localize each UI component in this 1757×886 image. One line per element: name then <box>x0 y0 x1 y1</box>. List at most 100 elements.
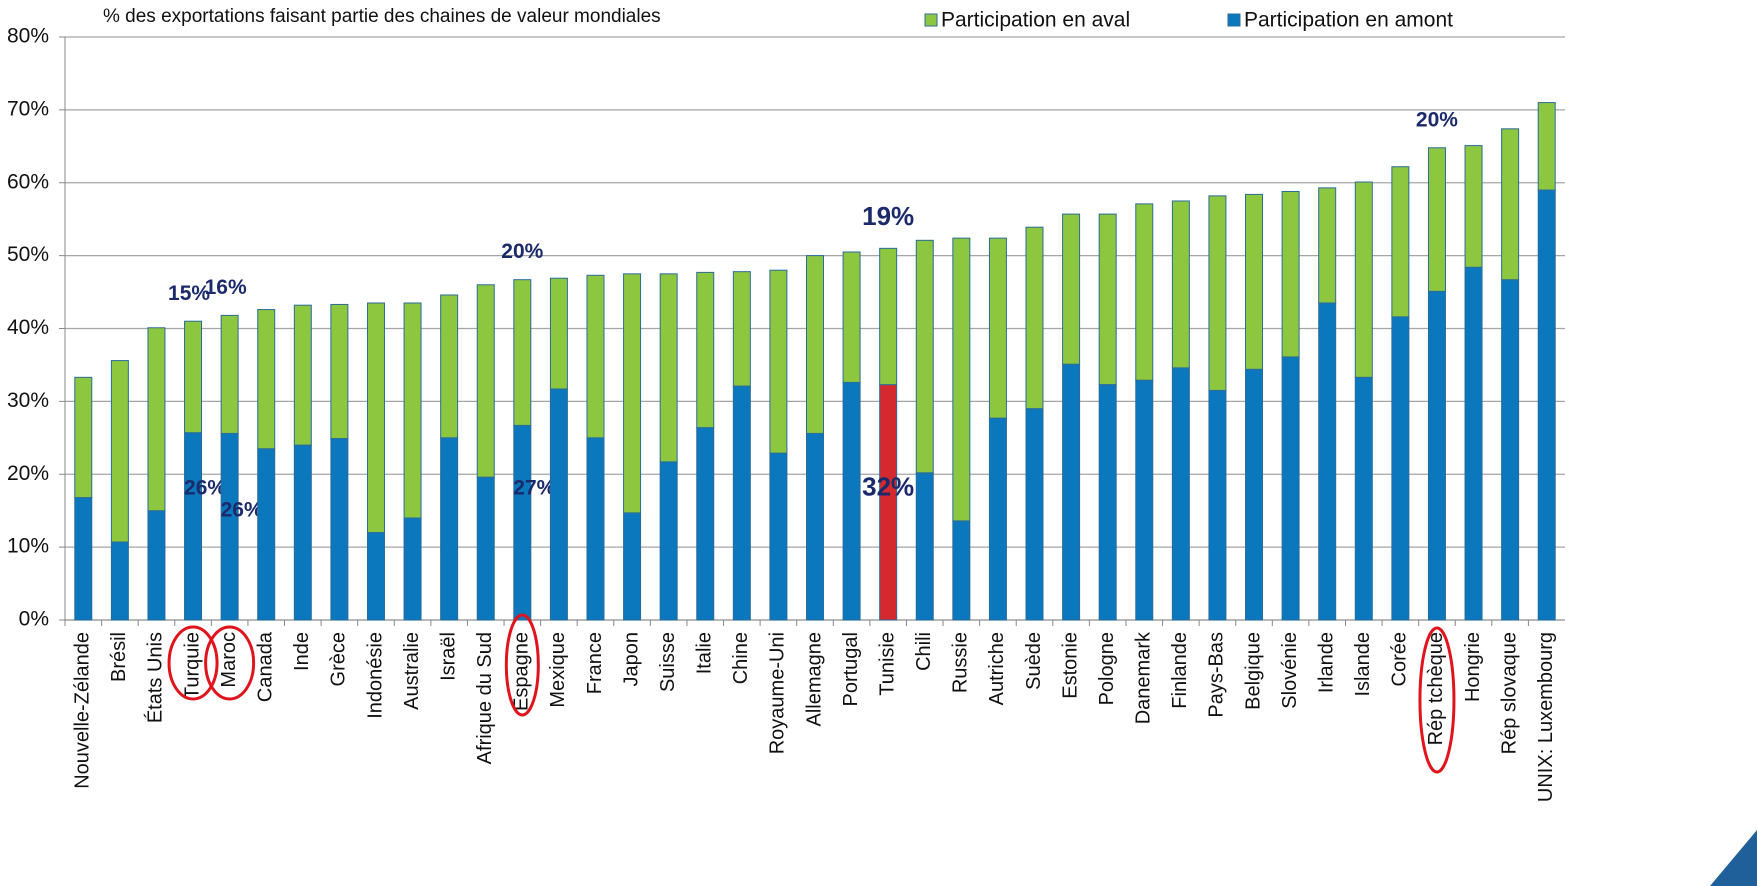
x-tick-label: Suède <box>1023 632 1045 690</box>
value-label: 15% <box>168 282 210 305</box>
bar-segment <box>732 271 751 387</box>
x-tick-label: Canada <box>255 631 277 702</box>
bar-segment <box>549 388 568 621</box>
x-tick-label: Finlande <box>1169 632 1191 709</box>
bar-segment <box>110 360 129 543</box>
bar-segment <box>915 239 934 474</box>
x-tick-label: Hongrie <box>1462 632 1484 702</box>
bar-segment <box>1062 363 1081 621</box>
bar-segment <box>1135 203 1154 381</box>
x-tick-label: Turquie <box>181 632 203 699</box>
bar-segment <box>293 304 312 446</box>
bar-segment <box>842 251 861 383</box>
y-tick-label: 60% <box>7 170 49 193</box>
bar-segment <box>403 517 422 621</box>
value-label: 27% <box>513 476 555 499</box>
legend-label: Participation en aval <box>941 9 1130 32</box>
bar-segment <box>1501 279 1520 621</box>
bar-segment <box>769 452 788 621</box>
x-tick-label: Rép slovaque <box>1498 632 1520 754</box>
bar-segment <box>257 309 276 450</box>
x-tick-label: UNIX: Luxembourg <box>1535 632 1557 802</box>
bar-segment <box>1245 368 1264 621</box>
bar-segment <box>1281 190 1300 358</box>
bar-segment <box>769 269 788 454</box>
x-tick-label: Belgique <box>1242 632 1264 710</box>
y-tick-label: 80% <box>7 25 49 48</box>
legend-swatch <box>924 13 938 27</box>
bar-segment <box>184 320 203 434</box>
value-label: 26% <box>184 476 226 499</box>
bar-segment <box>184 432 203 621</box>
bar-segment <box>659 273 678 463</box>
value-label: 32% <box>862 472 914 502</box>
bar-segment <box>476 476 495 621</box>
x-tick-label: Japon <box>620 632 642 687</box>
x-tick-label: Pays-Bas <box>1206 632 1228 718</box>
x-tick-label: Afrique du Sud <box>474 632 496 764</box>
x-tick-label: Portugal <box>840 632 862 707</box>
bar-segment <box>440 294 459 439</box>
y-tick-label: 10% <box>7 535 49 558</box>
bar-segment <box>1427 147 1446 292</box>
bar-segment <box>476 284 495 478</box>
bar-segment <box>1171 200 1190 369</box>
bar-segment <box>1208 389 1227 621</box>
bar-segment <box>696 427 715 621</box>
y-tick-label: 30% <box>7 389 49 412</box>
x-tick-label: Inde <box>291 632 313 671</box>
x-tick-label: Espagne <box>511 632 533 711</box>
x-tick-label: Indonésie <box>364 632 386 719</box>
x-tick-label: Autriche <box>986 632 1008 705</box>
highlight-ellipse <box>1418 626 1456 774</box>
bar-segment <box>623 512 642 621</box>
x-tick-label: Slovénie <box>1279 632 1301 709</box>
bar-segment <box>1098 384 1117 621</box>
bar-segment <box>440 437 459 621</box>
x-tick-label: Rép tchèque <box>1425 632 1447 745</box>
bar-segment <box>330 303 349 440</box>
value-label: 19% <box>862 201 914 231</box>
bar-segment <box>1537 189 1556 621</box>
x-tick-label: Estonie <box>1059 632 1081 699</box>
x-tick-label: Pologne <box>1096 632 1118 705</box>
bar-segment <box>586 437 605 621</box>
bar-segment <box>879 384 898 621</box>
bar-segment <box>988 237 1007 419</box>
bar-segment <box>1025 226 1044 410</box>
corner-decoration <box>1710 830 1757 886</box>
x-tick-label: Israël <box>437 632 459 681</box>
bar-segment <box>879 247 898 386</box>
bar-segment <box>74 497 93 621</box>
bar-segment <box>1062 213 1081 365</box>
x-tick-label: Italie <box>694 632 716 674</box>
bar-segment <box>220 314 239 434</box>
bar-segment <box>1208 195 1227 391</box>
value-label: 16% <box>205 276 247 299</box>
x-tick-label: Allemagne <box>803 632 825 727</box>
x-tick-label: Mexique <box>547 632 569 708</box>
bar-segment <box>1171 367 1190 621</box>
bar-segment <box>220 432 239 621</box>
value-label: 20% <box>1416 108 1458 131</box>
bar-segment <box>1501 128 1520 281</box>
bar-segment <box>74 376 93 499</box>
bar-segment <box>1025 408 1044 621</box>
x-tick-label: États Unis <box>144 632 167 723</box>
bar-segment <box>623 273 642 514</box>
bar-segment <box>513 279 532 426</box>
bar-segment <box>952 237 971 522</box>
bar-segment <box>1318 302 1337 621</box>
bar-segment <box>1537 102 1556 191</box>
x-tick-label: Corée <box>1389 632 1411 686</box>
highlight-ellipse <box>504 613 540 717</box>
x-tick-label: Nouvelle-Zélande <box>72 632 94 789</box>
bar-segment <box>732 385 751 621</box>
bar-segment <box>330 438 349 621</box>
bar-segment <box>1391 166 1410 318</box>
x-tick-label: Russie <box>950 632 972 693</box>
x-tick-label: France <box>584 632 606 694</box>
bar-segment <box>1354 181 1373 378</box>
highlight-ellipse <box>204 625 256 701</box>
bar-segment <box>842 381 861 621</box>
